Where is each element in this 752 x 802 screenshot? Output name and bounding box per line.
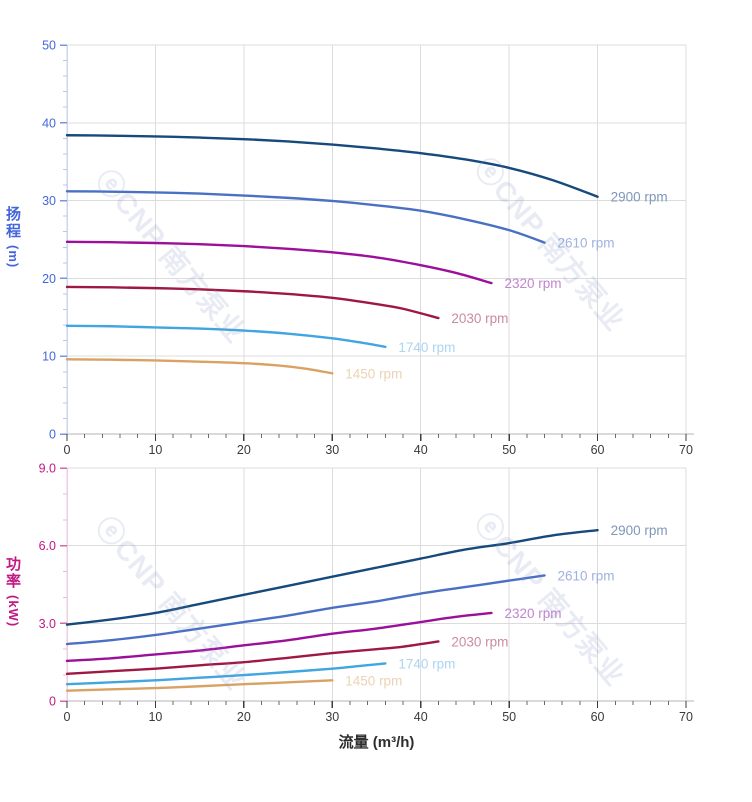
curve-label-1740-rpm: 1740 rpm bbox=[398, 656, 455, 671]
power-chart: 0 3.0 6.0 9.0 0 10 20 30 40 50 60 70 2900 rpm 2610 rp… bbox=[39, 462, 694, 724]
curve-label-2030-rpm: 2030 rpm bbox=[451, 311, 508, 326]
x-tick-label: 70 bbox=[679, 710, 693, 724]
y-major-ticks: 0 3.0 6.0 9.0 bbox=[39, 462, 67, 709]
x-tick-label: 30 bbox=[325, 443, 339, 457]
curve-2030-rpm bbox=[65, 285, 440, 320]
x-minor-ticks bbox=[84, 701, 669, 705]
y-tick-label: 9.0 bbox=[39, 462, 56, 476]
curve-label-2610-rpm: 2610 rpm bbox=[558, 236, 615, 251]
curve-label-2320-rpm: 2320 rpm bbox=[504, 276, 561, 291]
x-tick-label: 60 bbox=[591, 443, 605, 457]
x-minor-ticks bbox=[84, 434, 669, 438]
curve-2030-rpm bbox=[65, 640, 440, 676]
curve-2900-rpm bbox=[65, 134, 599, 198]
y-tick-label: 10 bbox=[42, 350, 56, 364]
head-y-axis-title: 扬 程 (m) bbox=[5, 206, 22, 268]
curve-2320-rpm bbox=[65, 240, 493, 285]
y-tick-label: 50 bbox=[42, 39, 56, 53]
curve-2900-rpm bbox=[65, 528, 599, 626]
x-tick-label: 60 bbox=[591, 710, 605, 724]
curve-1450-rpm bbox=[65, 679, 334, 692]
y-title-unit: (kW) bbox=[6, 595, 21, 628]
gridlines bbox=[67, 44, 687, 434]
y-title-char: 功 bbox=[5, 556, 21, 573]
y-title-char: 率 bbox=[5, 573, 21, 590]
gridlines bbox=[67, 467, 687, 701]
x-major-ticks: 0 10 20 30 40 50 60 70 bbox=[64, 701, 693, 724]
y-minor-ticks bbox=[63, 493, 67, 676]
x-axis-title: 流量 (m³/h) bbox=[338, 734, 415, 751]
y-tick-label: 0 bbox=[49, 695, 56, 709]
x-tick-label: 10 bbox=[148, 710, 162, 724]
curve-2610-rpm bbox=[65, 574, 546, 646]
curve-1740-rpm bbox=[65, 324, 387, 349]
x-tick-label: 10 bbox=[148, 443, 162, 457]
curve-1450-rpm bbox=[65, 358, 334, 375]
curve-label-2610-rpm: 2610 rpm bbox=[558, 568, 615, 583]
x-tick-label: 20 bbox=[237, 443, 251, 457]
power-y-axis-title: 功 率 (kW) bbox=[5, 556, 22, 627]
y-tick-label: 0 bbox=[49, 428, 56, 442]
head-chart: 0 10 20 30 40 50 0 10 20 30 40 50 60 70 2900 rpm 2610 r… bbox=[42, 39, 694, 457]
curve-label-1740-rpm: 1740 rpm bbox=[398, 340, 455, 355]
y-title-char: 程 bbox=[5, 223, 21, 240]
curve-label-2030-rpm: 2030 rpm bbox=[451, 634, 508, 649]
y-tick-label: 6.0 bbox=[39, 539, 56, 553]
x-tick-label: 0 bbox=[64, 710, 71, 724]
curve-label-1450-rpm: 1450 rpm bbox=[345, 673, 402, 688]
curve-2610-rpm bbox=[65, 190, 546, 244]
x-tick-label: 40 bbox=[414, 443, 428, 457]
x-tick-label: 30 bbox=[325, 710, 339, 724]
y-minor-ticks bbox=[63, 60, 67, 419]
y-title-char: 扬 bbox=[5, 206, 21, 223]
curve-label-2900-rpm: 2900 rpm bbox=[611, 190, 668, 205]
x-tick-label: 20 bbox=[237, 710, 251, 724]
y-title-unit: (m) bbox=[6, 245, 21, 269]
y-tick-label: 30 bbox=[42, 194, 56, 208]
curve-1740-rpm bbox=[65, 662, 387, 686]
x-major-ticks: 0 10 20 30 40 50 60 70 bbox=[64, 434, 693, 457]
y-tick-label: 40 bbox=[42, 116, 56, 130]
y-major-ticks: 0 10 20 30 40 50 bbox=[42, 39, 67, 442]
x-tick-label: 50 bbox=[502, 710, 516, 724]
curve-label-2900-rpm: 2900 rpm bbox=[611, 523, 668, 538]
curve-label-2320-rpm: 2320 rpm bbox=[504, 606, 561, 621]
x-tick-label: 70 bbox=[679, 443, 693, 457]
x-tick-label: 40 bbox=[414, 710, 428, 724]
x-tick-label: 50 bbox=[502, 443, 516, 457]
y-tick-label: 20 bbox=[42, 272, 56, 286]
x-tick-label: 0 bbox=[64, 443, 71, 457]
curve-label-1450-rpm: 1450 rpm bbox=[345, 366, 402, 381]
curve-2320-rpm bbox=[65, 611, 493, 663]
y-tick-label: 3.0 bbox=[39, 617, 56, 631]
